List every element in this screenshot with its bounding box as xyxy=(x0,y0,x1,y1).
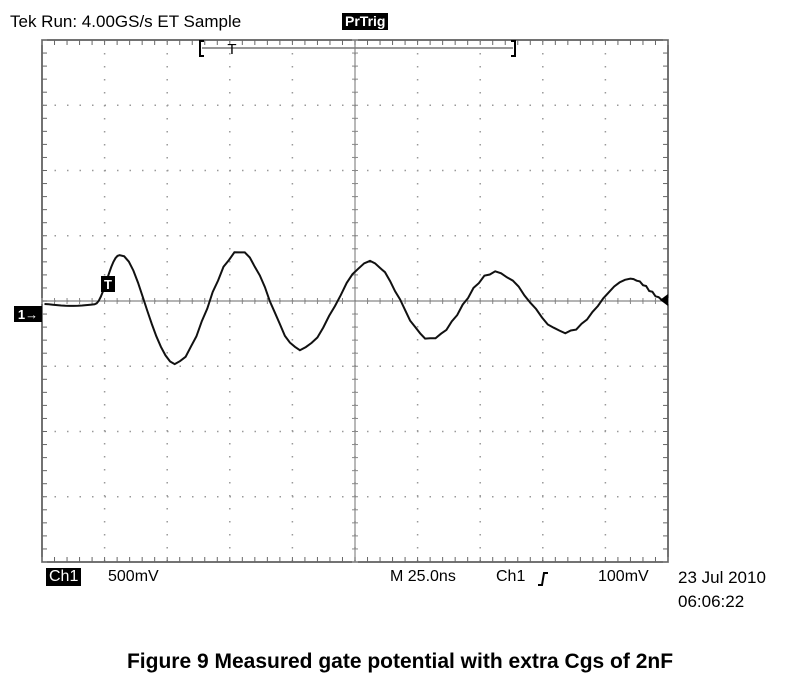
trigger-status-badge: PrTrig xyxy=(342,13,389,30)
graticule xyxy=(41,39,669,563)
date: 23 Jul 2010 xyxy=(678,568,766,587)
trigger-level-arrow-icon[interactable] xyxy=(660,294,668,306)
trigger-source: Ch1 xyxy=(496,568,526,585)
record-bracket: T xyxy=(199,40,516,58)
timebase: M 25.0ns xyxy=(390,568,456,585)
record-bracket-left xyxy=(199,40,204,57)
volts-per-div: 500mV xyxy=(108,568,159,585)
record-trigger-position: T xyxy=(227,41,236,58)
time: 06:06:22 xyxy=(678,592,745,611)
trigger-marker[interactable]: T xyxy=(101,276,115,292)
figure-caption: Figure 9 Measured gate potential with ex… xyxy=(126,650,674,673)
acquisition-status: Tek Run: 4.00GS/s ET Sample xyxy=(10,12,242,31)
record-bracket-right xyxy=(511,40,516,57)
channel-label: Ch1 xyxy=(46,568,82,586)
channel-marker[interactable]: 1→ xyxy=(14,306,42,322)
channel-marker-label: 1→ xyxy=(18,307,38,322)
trigger-marker-label: T xyxy=(104,277,112,292)
trigger-level: 100mV xyxy=(598,568,649,585)
ch1-waveform xyxy=(44,251,669,366)
rising-edge-icon xyxy=(538,572,548,586)
